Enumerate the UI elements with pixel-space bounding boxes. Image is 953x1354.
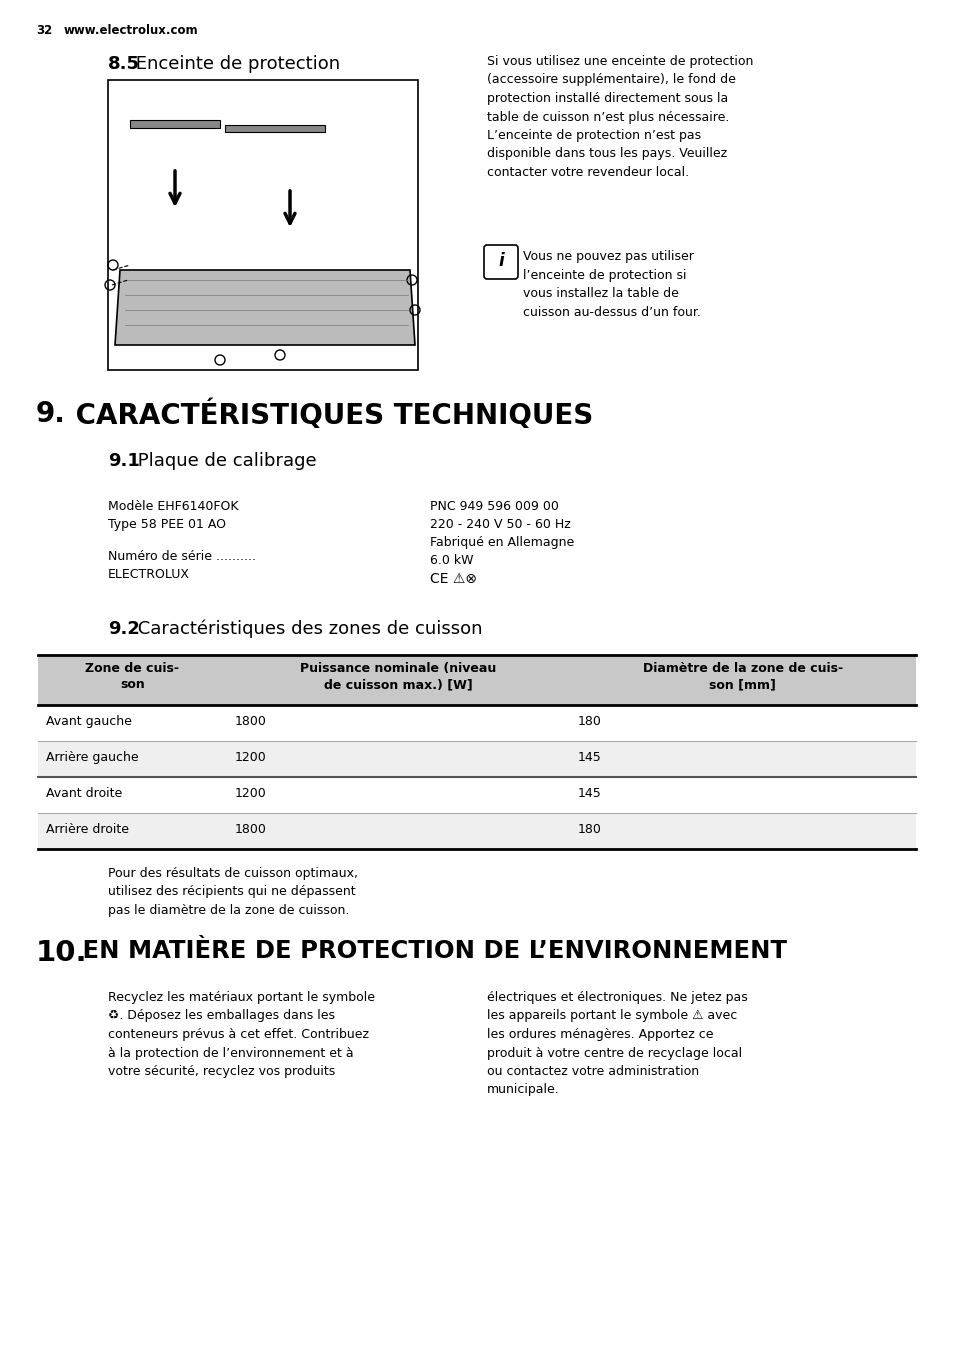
Polygon shape xyxy=(115,269,415,345)
Text: Fabriqué en Allemagne: Fabriqué en Allemagne xyxy=(430,536,574,548)
Bar xyxy=(38,777,915,812)
Text: 145: 145 xyxy=(577,787,600,800)
Text: Plaque de calibrage: Plaque de calibrage xyxy=(132,452,316,470)
FancyBboxPatch shape xyxy=(483,245,517,279)
Text: Puissance nominale (niveau
de cuisson max.) [W]: Puissance nominale (niveau de cuisson ma… xyxy=(299,662,496,691)
Text: 180: 180 xyxy=(577,823,600,835)
Bar xyxy=(38,741,915,777)
Text: Arrière gauche: Arrière gauche xyxy=(46,751,138,764)
Text: Avant droite: Avant droite xyxy=(46,787,122,800)
Text: 145: 145 xyxy=(577,751,600,764)
Text: 9.1: 9.1 xyxy=(108,452,140,470)
Bar xyxy=(38,655,915,705)
Text: 180: 180 xyxy=(577,715,600,728)
Text: www.electrolux.com: www.electrolux.com xyxy=(64,24,198,37)
Text: 8.5: 8.5 xyxy=(108,56,140,73)
Text: 6.0 kW: 6.0 kW xyxy=(430,554,473,567)
Text: Arrière droite: Arrière droite xyxy=(46,823,129,835)
Text: 9.: 9. xyxy=(36,399,66,428)
Text: CARACTÉRISTIQUES TECHNIQUES: CARACTÉRISTIQUES TECHNIQUES xyxy=(66,399,593,431)
Text: PNC 949 596 009 00: PNC 949 596 009 00 xyxy=(430,500,558,513)
Text: Enceinte de protection: Enceinte de protection xyxy=(130,56,340,73)
Text: Numéro de série ..........: Numéro de série .......... xyxy=(108,550,255,563)
Text: CE ⚠⊗: CE ⚠⊗ xyxy=(430,571,476,586)
Text: Pour des résultats de cuisson optimaux,
utilisez des récipients qui ne dépassent: Pour des résultats de cuisson optimaux, … xyxy=(108,867,357,917)
Text: Diamètre de la zone de cuis-
son [mm]: Diamètre de la zone de cuis- son [mm] xyxy=(642,662,841,691)
Text: 10.: 10. xyxy=(36,940,88,967)
Text: ELECTROLUX: ELECTROLUX xyxy=(108,567,190,581)
Text: Modèle EHF6140FOK: Modèle EHF6140FOK xyxy=(108,500,238,513)
Text: i: i xyxy=(497,252,503,269)
Bar xyxy=(225,125,325,131)
Text: Type 58 PEE 01 AO: Type 58 PEE 01 AO xyxy=(108,519,226,531)
Text: 9.2: 9.2 xyxy=(108,620,140,638)
Text: électriques et électroniques. Ne jetez pas
les appareils portant le symbole ⚠ av: électriques et électroniques. Ne jetez p… xyxy=(486,991,747,1097)
Text: Recyclez les matériaux portant le symbole
♻. Déposez les emballages dans les
con: Recyclez les matériaux portant le symbol… xyxy=(108,991,375,1078)
Text: 1800: 1800 xyxy=(234,715,267,728)
Text: Si vous utilisez une enceinte de protection
(accessoire supplémentaire), le fond: Si vous utilisez une enceinte de protect… xyxy=(486,56,753,179)
Text: 1200: 1200 xyxy=(234,751,266,764)
Bar xyxy=(130,121,220,129)
Text: 1200: 1200 xyxy=(234,787,266,800)
Text: 1800: 1800 xyxy=(234,823,267,835)
Text: Avant gauche: Avant gauche xyxy=(46,715,132,728)
Text: Zone de cuis-
son: Zone de cuis- son xyxy=(86,662,179,691)
Bar xyxy=(108,80,417,370)
Text: 220 - 240 V 50 - 60 Hz: 220 - 240 V 50 - 60 Hz xyxy=(430,519,570,531)
Bar xyxy=(38,705,915,741)
Text: EN MATIÈRE DE PROTECTION DE L’ENVIRONNEMENT: EN MATIÈRE DE PROTECTION DE L’ENVIRONNEM… xyxy=(74,940,786,963)
Bar xyxy=(38,812,915,849)
Text: Vous ne pouvez pas utiliser
l’enceinte de protection si
vous installez la table : Vous ne pouvez pas utiliser l’enceinte d… xyxy=(522,250,700,318)
Text: Caractéristiques des zones de cuisson: Caractéristiques des zones de cuisson xyxy=(132,620,482,639)
Text: 32: 32 xyxy=(36,24,52,37)
